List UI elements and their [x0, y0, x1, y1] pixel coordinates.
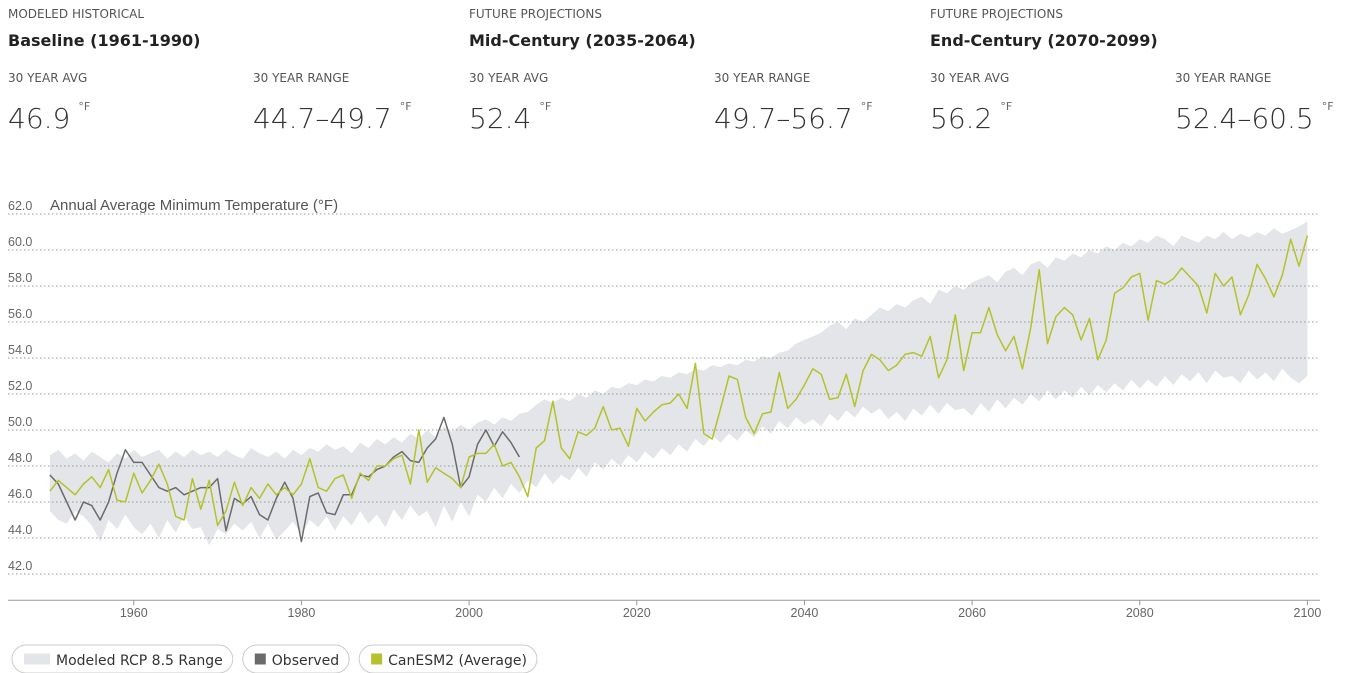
stat-label: 30 YEAR RANGE: [1175, 71, 1271, 85]
legend-swatch: [254, 653, 266, 665]
legend-pill: [242, 644, 350, 673]
stat-value: 44.7–49.7: [253, 102, 392, 135]
stat-unit: °F: [539, 100, 551, 113]
stat-unit: °F: [861, 100, 873, 113]
stat-value: 46.9: [8, 102, 70, 135]
stat-label: 30 YEAR RANGE: [253, 71, 349, 85]
stat-value: 56.2: [930, 102, 992, 135]
y-tick-label: 62.0: [8, 199, 32, 213]
y-tick-label: 44.0: [8, 523, 32, 537]
y-tick-label: 46.0: [8, 487, 32, 501]
x-tick-label: 2040: [791, 606, 819, 620]
legend-item[interactable]: Modeled RCP 8.5 Range: [11, 644, 234, 673]
legend-swatch: [24, 653, 50, 665]
stat-label: 30 YEAR AVG: [930, 71, 1009, 85]
panel-kicker: FUTURE PROJECTIONS: [930, 7, 1063, 21]
x-tick-label: 2060: [958, 606, 986, 620]
x-tick-label: 2100: [1294, 606, 1322, 620]
stat-label: 30 YEAR AVG: [8, 71, 87, 85]
series-line: [49, 416, 521, 543]
panel-kicker: FUTURE PROJECTIONS: [469, 7, 602, 21]
y-tick-label: 60.0: [8, 235, 32, 249]
stat-unit: °F: [1322, 100, 1334, 113]
legend-item[interactable]: Observed: [242, 644, 350, 673]
legend-pill: [358, 644, 538, 673]
stat-unit: °F: [400, 100, 412, 113]
y-tick-label: 50.0: [8, 415, 32, 429]
panel-kicker: MODELED HISTORICAL: [8, 7, 144, 21]
x-tick-label: 1980: [288, 606, 316, 620]
legend-pill: [11, 644, 234, 673]
stat-unit: °F: [78, 100, 90, 113]
y-tick-label: 56.0: [8, 307, 32, 321]
x-tick-label: 2000: [455, 606, 483, 620]
panel-title: End-Century (2070-2099): [930, 31, 1158, 50]
panel-title: Mid-Century (2035-2064): [469, 31, 696, 50]
y-tick-label: 48.0: [8, 451, 32, 465]
stat-value: 52.4–60.5: [1175, 102, 1314, 135]
stat-unit: °F: [1000, 100, 1012, 113]
y-tick-label: 42.0: [8, 559, 32, 573]
legend-label: Observed: [272, 653, 339, 669]
x-tick-label: 1960: [120, 606, 148, 620]
legend-item[interactable]: CanESM2 (Average): [358, 644, 538, 673]
legend-label: CanESM2 (Average): [388, 653, 527, 669]
y-tick-label: 58.0: [8, 271, 32, 285]
series-line: [49, 235, 1309, 527]
legend-label: Modeled RCP 8.5 Range: [56, 653, 223, 669]
range-band: [49, 221, 1308, 546]
stat-label: 30 YEAR AVG: [469, 71, 548, 85]
y-tick-label: 52.0: [8, 379, 32, 393]
y-tick-label: 54.0: [8, 343, 32, 357]
panel-title: Baseline (1961-1990): [8, 31, 200, 50]
chart-title: Annual Average Minimum Temperature (°F): [50, 197, 338, 214]
stat-value: 52.4: [469, 102, 531, 135]
stat-label: 30 YEAR RANGE: [714, 71, 810, 85]
x-tick-label: 2080: [1126, 606, 1154, 620]
stat-value: 49.7–56.7: [714, 102, 853, 135]
grid: [8, 213, 1320, 575]
legend-swatch: [371, 653, 383, 665]
x-tick-label: 2020: [623, 606, 651, 620]
